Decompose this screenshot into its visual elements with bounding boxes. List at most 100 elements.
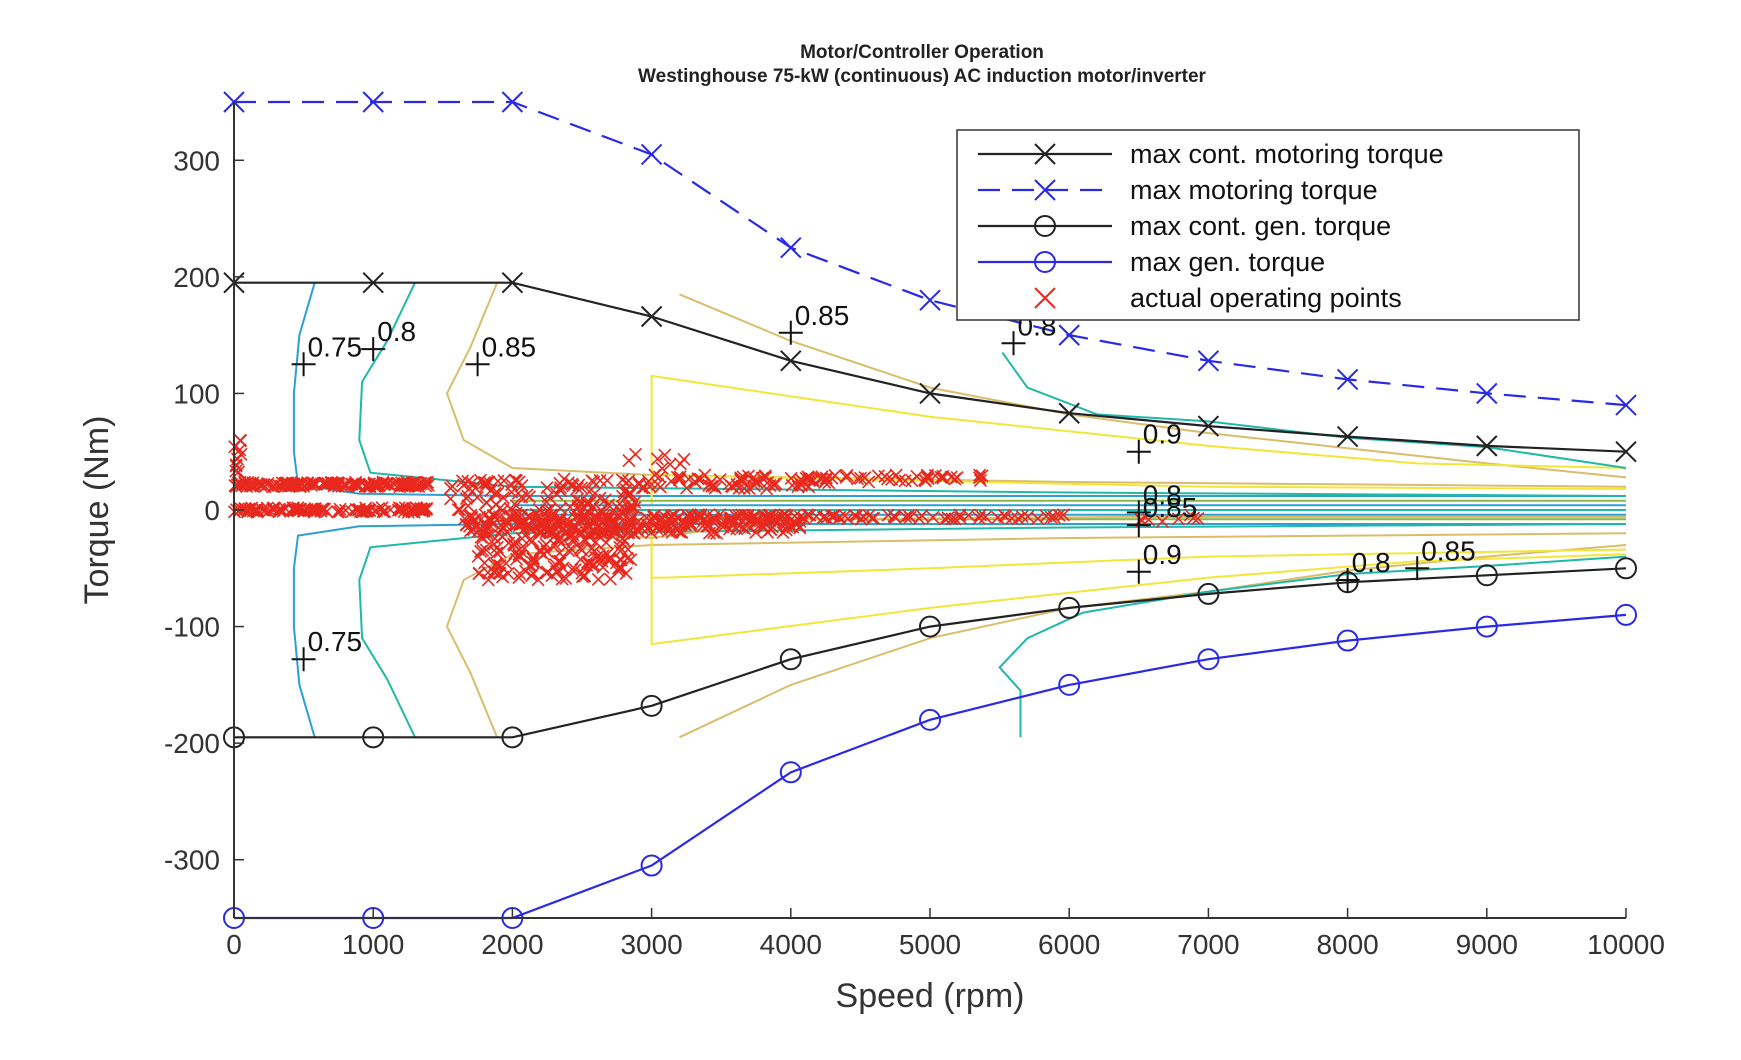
operating-point: [531, 573, 545, 587]
operating-point: [1021, 510, 1035, 524]
operating-point: [544, 508, 558, 522]
operating-point: [591, 572, 605, 586]
y-tick-label: 200: [173, 262, 220, 293]
operating-point: [583, 496, 597, 510]
data-point: [1197, 582, 1220, 605]
operating-point: [623, 512, 637, 526]
operating-point: [629, 522, 643, 536]
operating-point: [625, 500, 639, 515]
operating-point: [632, 514, 646, 528]
operating-point: [825, 471, 839, 485]
series-line: [234, 613, 1627, 920]
operating-point: [663, 457, 677, 471]
operating-point: [487, 565, 501, 579]
operating-point: [414, 477, 428, 491]
operating-point: [742, 514, 757, 528]
operating-point: [655, 461, 669, 475]
operating-point: [862, 475, 876, 489]
operating-point: [619, 475, 634, 490]
operating-point: [912, 512, 926, 526]
operating-point: [920, 468, 934, 482]
data-point: [1615, 394, 1637, 416]
operating-point: [466, 514, 480, 528]
operating-point: [522, 490, 537, 504]
operating-point: [605, 529, 619, 543]
data-point: [919, 615, 941, 638]
efficiency-contour-line-8: [678, 544, 1627, 739]
operating-point: [705, 514, 719, 528]
operating-point: [622, 453, 636, 468]
operating-point: [550, 487, 564, 501]
operating-point: [445, 479, 459, 493]
operating-point: [286, 501, 300, 515]
data-point: [1615, 557, 1637, 580]
data-point: [640, 143, 663, 166]
operating-point: [664, 509, 678, 523]
operating-point: [616, 532, 630, 546]
data-point: [919, 289, 941, 311]
x-tick-label: 4000: [760, 929, 822, 960]
operating-point: [497, 474, 511, 488]
contour-label-marker: [1335, 567, 1360, 592]
data-point: [1476, 382, 1498, 405]
legend-item-1: max cont. motoring torque: [978, 139, 1444, 169]
legend-marker: [1034, 143, 1056, 165]
contour-label-marker: [291, 352, 316, 377]
operating-point: [378, 504, 392, 519]
data-point: [779, 648, 802, 671]
operating-point: [978, 510, 992, 524]
operating-point: [314, 504, 328, 518]
operating-point: [610, 500, 624, 514]
operating-point: [235, 479, 249, 493]
data-point: [780, 237, 802, 259]
operating-point: [470, 490, 484, 505]
contour-labels: 0.75 0.8 0.850.85 0.80.90.850.80.90.750.8 0.…: [291, 300, 1476, 672]
operating-point: [526, 551, 540, 565]
operating-point: [332, 476, 346, 491]
operating-point: [505, 478, 519, 492]
operating-point: [526, 534, 540, 548]
operating-point: [510, 517, 524, 531]
operating-point: [780, 519, 794, 534]
operating-point: [533, 545, 548, 560]
operating-point: [392, 501, 406, 515]
operating-point: [351, 503, 365, 517]
operating-point: [550, 532, 564, 547]
operating-point: [415, 502, 429, 516]
contour-label: 0.85: [1143, 492, 1198, 523]
data-point: [1336, 629, 1359, 652]
operating-point: [330, 476, 344, 490]
data-point: [640, 305, 663, 328]
data-point: [1475, 615, 1498, 638]
y-tick-label: 0: [204, 495, 220, 526]
operating-point: [632, 476, 646, 490]
operating-point: [496, 520, 510, 534]
operating-point: [819, 471, 833, 485]
operating-point: [649, 521, 664, 536]
efficiency-contour-line-5: [445, 282, 1627, 488]
y-tick-label: -300: [164, 845, 220, 876]
operating-point: [856, 509, 870, 523]
operating-point: [490, 540, 504, 554]
operating-point: [702, 478, 716, 492]
operating-point: [481, 573, 495, 587]
operating-point: [713, 473, 727, 487]
operating-point: [658, 448, 672, 462]
data-point: [779, 761, 802, 784]
operating-point: [579, 534, 593, 548]
legend-marker: [1034, 251, 1056, 273]
operating-point: [276, 504, 290, 518]
operating-point: [644, 525, 658, 540]
operating-point: [588, 486, 602, 501]
operating-point: [905, 474, 919, 488]
data-point: [1197, 350, 1220, 372]
operating-point: [921, 472, 935, 486]
data-point: [362, 271, 384, 294]
operating-point: [578, 569, 592, 583]
operating-point: [243, 476, 257, 490]
operating-point: [871, 469, 885, 483]
operating-point: [512, 475, 526, 489]
operating-point: [349, 477, 363, 491]
operating-point: [599, 536, 613, 550]
